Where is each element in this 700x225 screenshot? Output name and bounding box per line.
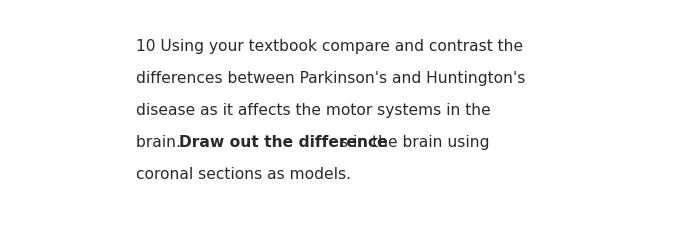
Text: coronal sections as models.: coronal sections as models.: [136, 167, 351, 182]
Text: Draw out the difference: Draw out the difference: [178, 135, 387, 150]
Text: 10 Using your textbook compare and contrast the: 10 Using your textbook compare and contr…: [136, 39, 524, 54]
Text: disease as it affects the motor systems in the: disease as it affects the motor systems …: [136, 103, 491, 118]
Text: differences between Parkinson's and Huntington's: differences between Parkinson's and Hunt…: [136, 71, 526, 86]
Text: brain.: brain.: [136, 135, 191, 150]
Text: s in the brain using: s in the brain using: [340, 135, 490, 150]
